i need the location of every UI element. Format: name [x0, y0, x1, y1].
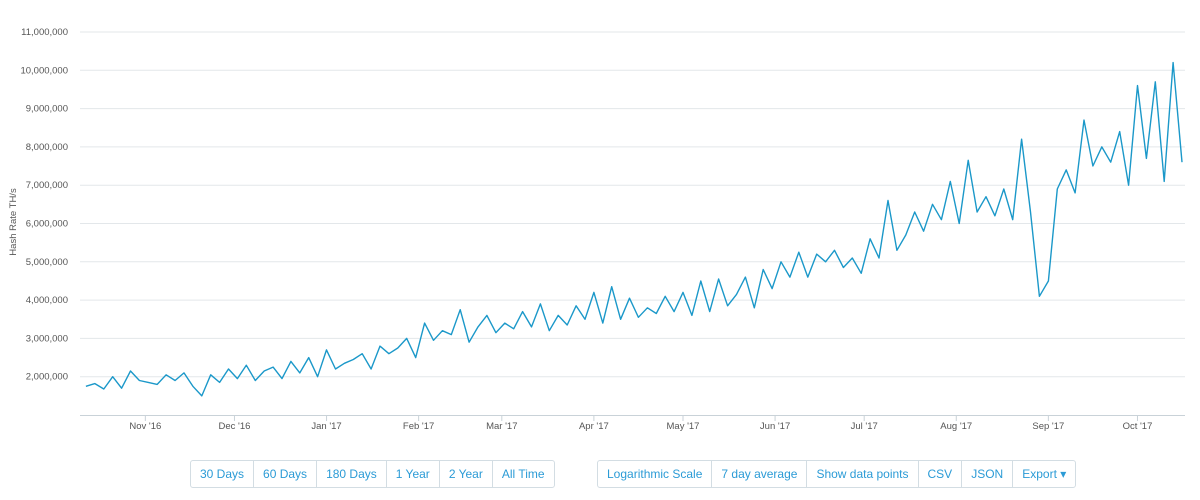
hash-rate-line — [85, 61, 1183, 397]
option-json-button[interactable]: JSON — [962, 461, 1014, 487]
hash-rate-chart: 2,000,000 3,000,000 4,000,000 5,000,000 6,00… — [8, 27, 1185, 432]
option-show-data-points-button[interactable]: Show data points — [807, 461, 919, 487]
x-tick-label: Jan '17 — [311, 421, 341, 432]
x-axis: Nov '16 Dec '16 Jan '17 Feb '17 Mar '17 Apr '… — [80, 415, 1185, 432]
option-logarithmic-scale-button[interactable]: Logarithmic Scale — [598, 461, 713, 487]
y-tick-label: 7,000,000 — [26, 180, 68, 191]
x-tick-label: Jun '17 — [760, 421, 790, 432]
x-tick-label: Mar '17 — [486, 421, 517, 432]
y-tick-label: 10,000,000 — [20, 65, 68, 76]
x-tick-label: Dec '16 — [219, 421, 251, 432]
y-tick-label: 8,000,000 — [26, 142, 68, 153]
time-range-buttons: 30 Days 60 Days 180 Days 1 Year 2 Year All Ti… — [190, 460, 555, 488]
y-tick-label: 6,000,000 — [26, 219, 68, 230]
y-tick-label: 9,000,000 — [26, 104, 68, 115]
y-tick-label: 3,000,000 — [26, 333, 68, 344]
y-tick-label: 11,000,000 — [21, 27, 68, 38]
option-7-day-average-button[interactable]: 7 day average — [712, 461, 808, 487]
range-2-year-button[interactable]: 2 Year — [440, 461, 493, 487]
x-tick-label: Jul '17 — [851, 421, 878, 432]
range-30-days-button[interactable]: 30 Days — [191, 461, 255, 487]
y-tick-label: 2,000,000 — [26, 372, 68, 383]
x-tick-label: Aug '17 — [940, 421, 972, 432]
x-tick-label: Apr '17 — [579, 421, 609, 432]
option-csv-button[interactable]: CSV — [919, 461, 963, 487]
x-tick-label: Oct '17 — [1123, 421, 1153, 432]
range-60-days-button[interactable]: 60 Days — [254, 461, 318, 487]
chart-option-buttons: Logarithmic Scale 7 day average Show data … — [597, 460, 1077, 488]
y-tick-label: 5,000,000 — [26, 257, 68, 268]
x-tick-label: Nov '16 — [129, 421, 161, 432]
y-tick-label: 4,000,000 — [26, 295, 68, 306]
x-tick-label: Feb '17 — [403, 421, 434, 432]
y-axis-label: Hash Rate TH/s — [8, 188, 19, 256]
x-tick-label: May '17 — [667, 421, 700, 432]
range-180-days-button[interactable]: 180 Days — [317, 461, 387, 487]
option-export-button[interactable]: Export ▾ — [1022, 467, 1067, 481]
x-tick-label: Sep '17 — [1032, 421, 1064, 432]
grid-lines — [80, 31, 1185, 378]
range-all-time-button[interactable]: All Time — [501, 467, 545, 481]
y-axis-ticks: 2,000,000 3,000,000 4,000,000 5,000,000 6,00… — [20, 27, 68, 383]
range-1-year-button[interactable]: 1 Year — [387, 461, 440, 487]
